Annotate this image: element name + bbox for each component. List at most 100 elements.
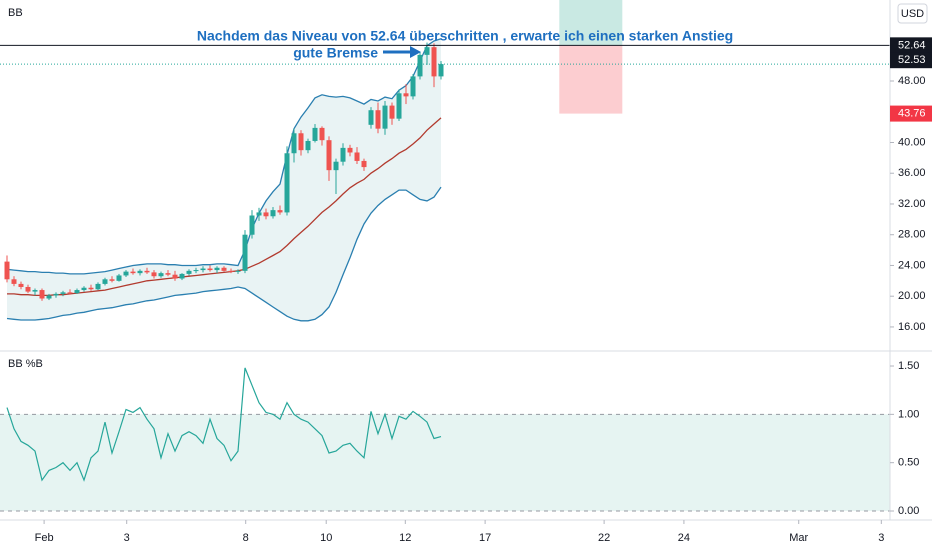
candle-body bbox=[74, 290, 80, 294]
candle-body bbox=[4, 261, 10, 280]
annotation: gute Bremse bbox=[293, 45, 378, 61]
candle-body bbox=[354, 152, 360, 161]
price-label-box bbox=[890, 52, 932, 69]
annotation: Nachdem das Niveau von 52.64 überschritt… bbox=[197, 28, 733, 44]
candle-body bbox=[305, 140, 311, 151]
candle-body bbox=[270, 210, 276, 217]
y-tick-label: 24.00 bbox=[898, 259, 926, 271]
arrow-head bbox=[410, 46, 421, 58]
y-tick-label: 1.50 bbox=[898, 360, 919, 372]
plot-layer bbox=[0, 0, 890, 512]
candle-body bbox=[242, 234, 248, 271]
x-tick-label: 8 bbox=[243, 532, 249, 544]
x-tick-label: 10 bbox=[320, 532, 332, 544]
candle-body bbox=[417, 54, 423, 77]
band-lower bbox=[6, 186, 442, 322]
x-tick-label: 17 bbox=[479, 532, 491, 544]
x-tick-label: 3 bbox=[124, 532, 130, 544]
candle-body bbox=[18, 283, 24, 287]
pane-title: BB bbox=[8, 7, 23, 19]
y-tick-label: 32.00 bbox=[898, 198, 926, 210]
candle-body bbox=[431, 47, 437, 77]
candle-body bbox=[158, 273, 164, 277]
candle-body bbox=[277, 210, 283, 213]
x-tick-label: Mar bbox=[789, 532, 808, 544]
candle-body bbox=[347, 147, 353, 153]
candle-body bbox=[375, 110, 381, 129]
candle-body bbox=[382, 105, 388, 129]
candle-body bbox=[46, 295, 52, 299]
candle-body bbox=[53, 293, 59, 296]
candle-body bbox=[284, 153, 290, 213]
indicator-line bbox=[6, 367, 442, 482]
candle-body bbox=[95, 283, 101, 290]
price-label-box bbox=[890, 37, 932, 54]
x-tick-label: 24 bbox=[678, 532, 690, 544]
candle-body bbox=[39, 290, 45, 299]
x-tick-label: 22 bbox=[598, 532, 610, 544]
band-upper bbox=[6, 38, 442, 275]
candle-body bbox=[151, 272, 157, 277]
candle-body bbox=[221, 267, 227, 271]
candle-body bbox=[11, 279, 17, 284]
candle-body bbox=[263, 212, 269, 217]
candle-body bbox=[340, 147, 346, 162]
indicator-title: BB %B bbox=[8, 358, 43, 370]
candle-body bbox=[291, 133, 297, 154]
stop-label-box bbox=[890, 105, 932, 122]
currency-box[interactable] bbox=[897, 3, 928, 24]
y-tick-label: 0.00 bbox=[898, 505, 919, 517]
y-tick-label: 28.00 bbox=[898, 229, 926, 241]
candle-body bbox=[396, 93, 402, 119]
candle-body bbox=[438, 64, 444, 77]
price-label: 52.64 bbox=[898, 39, 926, 51]
candle-body bbox=[172, 274, 178, 279]
candle-body bbox=[333, 161, 339, 171]
candle-body bbox=[60, 292, 66, 294]
candle-body bbox=[326, 140, 332, 171]
candle-body bbox=[368, 110, 374, 125]
candle-body bbox=[249, 215, 255, 235]
y-tick-label: 1.00 bbox=[898, 408, 919, 420]
candle-body bbox=[235, 270, 241, 272]
candle-body bbox=[207, 268, 213, 271]
candle-body bbox=[298, 133, 304, 151]
candle-body bbox=[130, 271, 136, 274]
candle-body bbox=[361, 160, 367, 168]
candle-body bbox=[81, 287, 87, 291]
currency: USD bbox=[901, 8, 924, 20]
candle-body bbox=[88, 287, 94, 290]
candle-body bbox=[25, 286, 31, 292]
candle-body bbox=[410, 76, 416, 97]
candle-body bbox=[137, 270, 143, 274]
candle-body bbox=[312, 127, 318, 141]
candle-body bbox=[102, 279, 108, 284]
band-fill bbox=[7, 38, 441, 321]
position-target bbox=[559, 0, 623, 46]
candle-body bbox=[165, 273, 171, 275]
candle-body bbox=[228, 270, 234, 272]
x-tick-label: Feb bbox=[35, 532, 54, 544]
band-fill bbox=[0, 414, 890, 512]
candle-body bbox=[319, 127, 325, 141]
candle-body bbox=[186, 270, 192, 274]
y-tick-label: 48.00 bbox=[898, 75, 926, 87]
y-tick-label: 40.00 bbox=[898, 136, 926, 148]
candle-body bbox=[389, 105, 395, 119]
candle-body bbox=[214, 267, 220, 271]
candle-body bbox=[256, 212, 262, 216]
candle-body bbox=[32, 290, 38, 292]
candle-body bbox=[123, 271, 129, 276]
position-stop bbox=[559, 45, 623, 114]
x-tick-label: 3 bbox=[878, 532, 884, 544]
candle-body bbox=[116, 275, 122, 281]
x-tick-label: 12 bbox=[399, 532, 411, 544]
y-tick-label: 36.00 bbox=[898, 167, 926, 179]
y-tick-label: 0.50 bbox=[898, 457, 919, 469]
y-tick-label: 16.00 bbox=[898, 321, 926, 333]
price-label: 52.53 bbox=[898, 54, 926, 66]
candle-body bbox=[403, 93, 409, 97]
candle-body bbox=[424, 47, 430, 55]
